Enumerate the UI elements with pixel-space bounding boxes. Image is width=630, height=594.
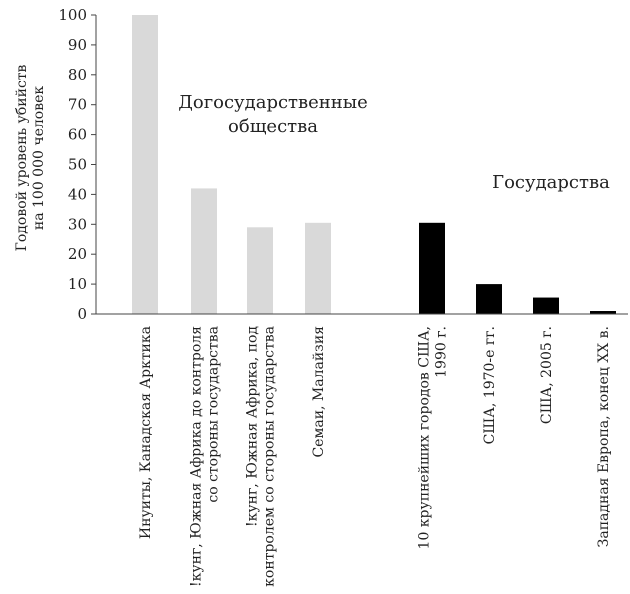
y-tick-label: 40 (68, 185, 87, 203)
category-label: США, 1970-е гг. (482, 326, 498, 444)
group-label: Догосударственные общества (178, 92, 368, 137)
category-label: !кунг, Южная Африка до контролясо сторон… (189, 326, 222, 587)
y-axis-title-line: Годовой уровень убийств (14, 64, 30, 251)
y-tick-label: 20 (68, 245, 87, 263)
bar (247, 227, 273, 314)
bar (305, 222, 331, 314)
y-axis: 0 10 20 30 40 50 60 70 80 90 100 (58, 6, 97, 323)
y-tick-label: 0 (77, 305, 87, 323)
y-tick-label: 50 (68, 156, 87, 174)
y-tick-label: 90 (68, 36, 87, 54)
bar (533, 297, 559, 314)
category-label-line: Западная Европа, конец XX в. (596, 326, 612, 547)
y-tick-label: 60 (68, 126, 87, 144)
y-tick-label: 70 (68, 96, 87, 114)
category-label: Семаи, Малайзия (311, 326, 327, 458)
category-labels: Инуиты, Канадская Арктика !кунг, Южная Аф… (138, 326, 612, 587)
y-axis-label: Годовой уровень убийствна 100 000 челове… (14, 64, 47, 251)
category-label-line: Семаи, Малайзия (311, 326, 327, 458)
category-label: !кунг, Южная Африка, подконтролем со сто… (245, 326, 278, 587)
category-label-line: контролем со стороны государства (262, 326, 278, 587)
category-label-line: !кунг, Южная Африка до контроля (189, 326, 205, 587)
y-tick-label: 80 (68, 66, 87, 84)
bar (191, 188, 217, 314)
bars (132, 15, 616, 314)
bar (590, 311, 616, 314)
category-label-line: !кунг, Южная Африка, под (245, 326, 261, 527)
category-label: Инуиты, Канадская Арктика (138, 326, 154, 539)
category-label-line: США, 1970-е гг. (482, 326, 498, 444)
group-label-line: Догосударственные (178, 92, 368, 113)
group-label-line: Государства (492, 172, 610, 193)
y-axis-title-line: на 100 000 человек (31, 86, 47, 231)
y-axis-title: Годовой уровень убийствна 100 000 челове… (14, 64, 47, 251)
y-tick-label: 30 (68, 215, 87, 233)
group-labels: Догосударственные общества Государства (178, 92, 610, 193)
category-label-line: 1990 г. (434, 326, 450, 378)
y-tick-label: 100 (58, 6, 87, 24)
bar (476, 284, 502, 314)
y-tick-label: 10 (68, 275, 87, 293)
bar (419, 222, 445, 314)
category-label-line: Инуиты, Канадская Арктика (138, 326, 154, 539)
category-label: Западная Европа, конец XX в. (596, 326, 612, 547)
category-label-line: со стороны государства (206, 326, 222, 503)
category-label-line: США, 2005 г. (539, 326, 555, 424)
group-label-line: общества (228, 116, 318, 137)
category-label-line: 10 крупнейших городов США, (417, 326, 433, 549)
group-label: Государства (492, 172, 610, 193)
category-label: 10 крупнейших городов США,1990 г. (417, 326, 450, 549)
category-label: США, 2005 г. (539, 326, 555, 424)
bar (132, 15, 158, 314)
